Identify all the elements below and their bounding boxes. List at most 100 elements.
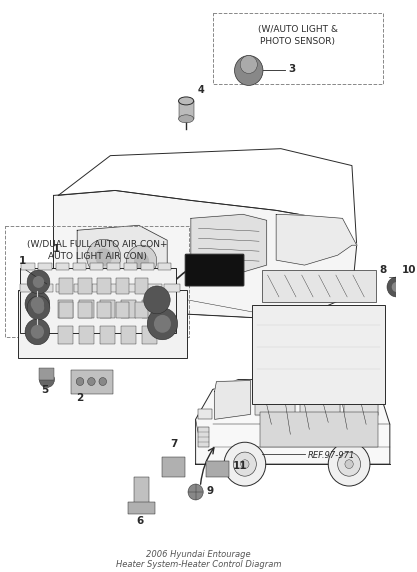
Bar [18, 290, 187, 358]
Text: 7: 7 [170, 439, 178, 449]
Circle shape [31, 297, 44, 311]
Polygon shape [215, 380, 251, 419]
Circle shape [154, 315, 171, 333]
Text: 11: 11 [233, 461, 247, 471]
Bar [146, 284, 161, 292]
Bar [134, 477, 149, 509]
Text: 6: 6 [136, 516, 143, 526]
Bar [107, 263, 120, 270]
Bar [100, 300, 115, 318]
Polygon shape [255, 382, 295, 415]
Circle shape [25, 291, 50, 317]
Bar [92, 284, 108, 292]
Circle shape [33, 302, 44, 314]
Text: 1: 1 [19, 256, 26, 266]
Bar [20, 268, 176, 333]
Circle shape [27, 296, 50, 320]
Bar [59, 278, 73, 294]
Circle shape [338, 452, 361, 476]
Circle shape [87, 239, 121, 275]
Bar [260, 412, 377, 447]
Bar [90, 263, 103, 270]
Bar [262, 270, 376, 302]
Polygon shape [344, 382, 377, 415]
Text: 9: 9 [207, 486, 214, 496]
Circle shape [88, 378, 95, 386]
Bar [158, 263, 171, 270]
Ellipse shape [178, 115, 194, 123]
Text: (W/DUAL FULL AUTO AIR CON+: (W/DUAL FULL AUTO AIR CON+ [27, 240, 168, 249]
Text: 10: 10 [402, 265, 417, 275]
Polygon shape [77, 225, 167, 285]
Bar [97, 278, 111, 294]
Bar [116, 302, 129, 318]
Bar [20, 284, 35, 292]
Circle shape [25, 319, 50, 345]
Bar [116, 278, 129, 294]
Bar [121, 300, 136, 318]
Bar [55, 263, 69, 270]
Bar [206, 461, 229, 477]
Bar [38, 284, 53, 292]
Bar [124, 263, 137, 270]
Circle shape [99, 378, 107, 386]
Circle shape [33, 276, 44, 288]
Text: 2: 2 [76, 394, 84, 403]
Bar [128, 284, 143, 292]
Bar [163, 457, 185, 477]
Circle shape [144, 286, 170, 314]
Circle shape [27, 270, 50, 294]
Circle shape [95, 248, 112, 266]
Circle shape [224, 442, 266, 486]
Circle shape [234, 55, 263, 85]
Polygon shape [300, 382, 339, 415]
Circle shape [328, 442, 370, 486]
Circle shape [134, 253, 149, 269]
Bar [78, 302, 92, 318]
Bar [135, 302, 148, 318]
Circle shape [234, 452, 256, 476]
Bar [74, 284, 90, 292]
Bar [79, 300, 94, 318]
Polygon shape [276, 214, 357, 265]
Bar [141, 263, 154, 270]
Bar [79, 326, 94, 344]
Bar [39, 368, 55, 380]
Bar [58, 300, 73, 318]
Bar [38, 263, 52, 270]
Circle shape [188, 484, 203, 500]
Bar [198, 410, 212, 419]
Circle shape [345, 460, 353, 468]
Ellipse shape [178, 97, 194, 105]
Circle shape [147, 308, 178, 340]
Text: 1: 1 [53, 244, 60, 254]
Polygon shape [191, 214, 266, 272]
Circle shape [39, 372, 55, 387]
Bar [142, 326, 157, 344]
Text: (W/AUTO LIGHT &: (W/AUTO LIGHT & [258, 25, 338, 34]
Bar [70, 370, 113, 395]
Bar [21, 263, 35, 270]
Bar [73, 263, 86, 270]
Bar [100, 326, 115, 344]
Text: Heater System-Heater Control Diagram: Heater System-Heater Control Diagram [116, 559, 281, 569]
Bar [135, 278, 148, 294]
Text: REF.97-971: REF.97-971 [307, 451, 355, 460]
Circle shape [76, 378, 84, 386]
Circle shape [240, 55, 257, 73]
Bar [56, 284, 71, 292]
Bar [164, 284, 179, 292]
Text: 4: 4 [198, 85, 204, 95]
Text: 2006 Hyundai Entourage: 2006 Hyundai Entourage [146, 550, 251, 559]
Bar [252, 305, 385, 404]
Bar [78, 278, 92, 294]
Circle shape [241, 460, 249, 468]
Bar [178, 101, 194, 119]
Text: PHOTO SENSOR): PHOTO SENSOR) [260, 37, 335, 46]
Bar [111, 284, 126, 292]
Circle shape [387, 277, 406, 297]
Bar [121, 326, 136, 344]
FancyBboxPatch shape [185, 254, 244, 286]
Bar [59, 302, 73, 318]
Text: AUTO LIGHT AIR CON): AUTO LIGHT AIR CON) [48, 252, 147, 261]
